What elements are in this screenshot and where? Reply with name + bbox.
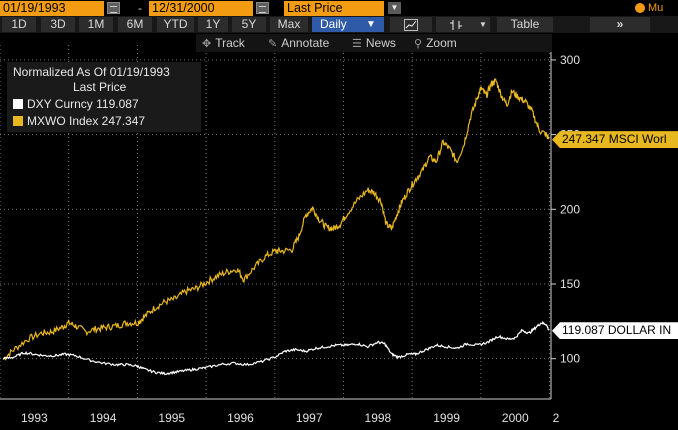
series-line-dxy xyxy=(2,320,550,376)
series-line-mxwo xyxy=(2,78,550,361)
frequency-selector[interactable]: Daily ▼ xyxy=(312,17,384,32)
annotate-label: Annotate xyxy=(281,36,330,50)
chevron-down-icon[interactable]: ▼ xyxy=(476,17,490,32)
x-tick-label: 1998 xyxy=(365,411,392,425)
y-tick-label: 300 xyxy=(560,53,580,67)
legend-subtitle: Last Price xyxy=(73,80,127,94)
zoom-label: Zoom xyxy=(426,36,457,50)
annotate-tool[interactable]: ✎ Annotate xyxy=(268,34,329,52)
field-selector[interactable]: Last Price xyxy=(284,1,384,16)
legend-item-dxy[interactable]: DXY Curncy 119.087 xyxy=(13,97,139,111)
calendar-icon[interactable] xyxy=(256,2,269,14)
period-1d[interactable]: 1D xyxy=(2,17,36,32)
legend-swatch xyxy=(13,116,23,126)
date-separator: - xyxy=(138,1,142,15)
chart-grid xyxy=(0,45,551,399)
date-range-bar: 01/19/1993 - 12/31/2000 Last Price ▼ Mu xyxy=(0,0,678,16)
frequency-label: Daily xyxy=(320,17,347,31)
period-ytd[interactable]: YTD xyxy=(157,17,194,32)
chart-toolbar: ✥ Track ✎ Annotate ☰ News ⚲ Zoom xyxy=(196,34,552,52)
magnifier-icon: ⚲ xyxy=(414,38,423,50)
last-value-tag-dollar: 119.087 DOLLAR IN xyxy=(552,322,678,340)
x-tick-label: 1999 xyxy=(433,411,460,425)
start-date-field[interactable]: 01/19/1993 xyxy=(0,1,104,16)
y-tick-label: 100 xyxy=(560,352,580,366)
news-tool[interactable]: ☰ News xyxy=(352,34,396,52)
period-1m[interactable]: 1M xyxy=(79,17,113,32)
y-tick-label: 150 xyxy=(560,277,580,291)
chevron-down-icon: ▼ xyxy=(366,19,376,30)
corner-label[interactable]: Mu xyxy=(648,2,664,14)
period-1y[interactable]: 1Y xyxy=(198,17,228,32)
legend-title: Normalized As Of 01/19/1993 xyxy=(13,65,170,79)
y-tick-label: 200 xyxy=(560,202,580,216)
period-6m[interactable]: 6M xyxy=(118,17,152,32)
news-label: News xyxy=(365,36,396,50)
series-lines xyxy=(2,78,550,376)
tag-label: 119.087 DOLLAR IN xyxy=(562,323,672,338)
x-axis-ticks: 1993 1994 1995 1996 1997 1998 1999 2000 2 xyxy=(21,411,560,425)
radio-icon[interactable] xyxy=(635,3,645,13)
period-bar: 1D 3D 1M 6M YTD 1Y 5Y Max Daily ▼ ▼ Tabl… xyxy=(0,16,678,33)
period-max[interactable]: Max xyxy=(270,17,308,32)
zoom-tool[interactable]: ⚲ Zoom xyxy=(414,34,457,52)
x-tick-label: 2000 xyxy=(502,411,529,425)
track-label: Track xyxy=(215,36,245,50)
legend-item-mxwo[interactable]: MXWO Index 247.347 xyxy=(13,114,145,128)
bar-style-button[interactable] xyxy=(436,17,476,32)
legend-swatch xyxy=(13,99,23,109)
end-date-field[interactable]: 12/31/2000 xyxy=(149,1,253,16)
x-tick-label: 2 xyxy=(553,411,560,425)
table-button[interactable]: Table xyxy=(497,17,553,32)
expand-button[interactable]: » xyxy=(590,17,650,32)
last-value-tag-msci: 247.347 MSCI Worl xyxy=(552,131,678,149)
tag-label: 247.347 MSCI Worl xyxy=(562,132,667,147)
legend-label: DXY Curncy 119.087 xyxy=(27,97,139,111)
chart-legend[interactable]: Normalized As Of 01/19/1993 Last Price D… xyxy=(7,62,201,132)
x-tick-label: 1997 xyxy=(296,411,323,425)
track-tool[interactable]: ✥ Track xyxy=(202,34,245,52)
period-3d[interactable]: 3D xyxy=(41,17,75,32)
x-tick-label: 1994 xyxy=(90,411,117,425)
y-axis-ticks: 100150200250300 xyxy=(551,53,580,366)
line-chart-icon xyxy=(404,19,418,31)
x-tick-label: 1996 xyxy=(227,411,254,425)
field-dropdown-button[interactable]: ▼ xyxy=(388,2,401,14)
calendar-icon[interactable] xyxy=(107,2,120,14)
x-tick-label: 1993 xyxy=(21,411,48,425)
period-5y[interactable]: 5Y xyxy=(232,17,266,32)
news-icon: ☰ xyxy=(352,38,362,50)
crosshair-icon: ✥ xyxy=(202,38,212,50)
pencil-icon: ✎ xyxy=(268,38,278,50)
x-tick-label: 1995 xyxy=(158,411,185,425)
chart-style-button[interactable] xyxy=(390,17,432,32)
ohlc-bars-icon xyxy=(450,20,462,30)
legend-label: MXWO Index 247.347 xyxy=(27,114,146,128)
